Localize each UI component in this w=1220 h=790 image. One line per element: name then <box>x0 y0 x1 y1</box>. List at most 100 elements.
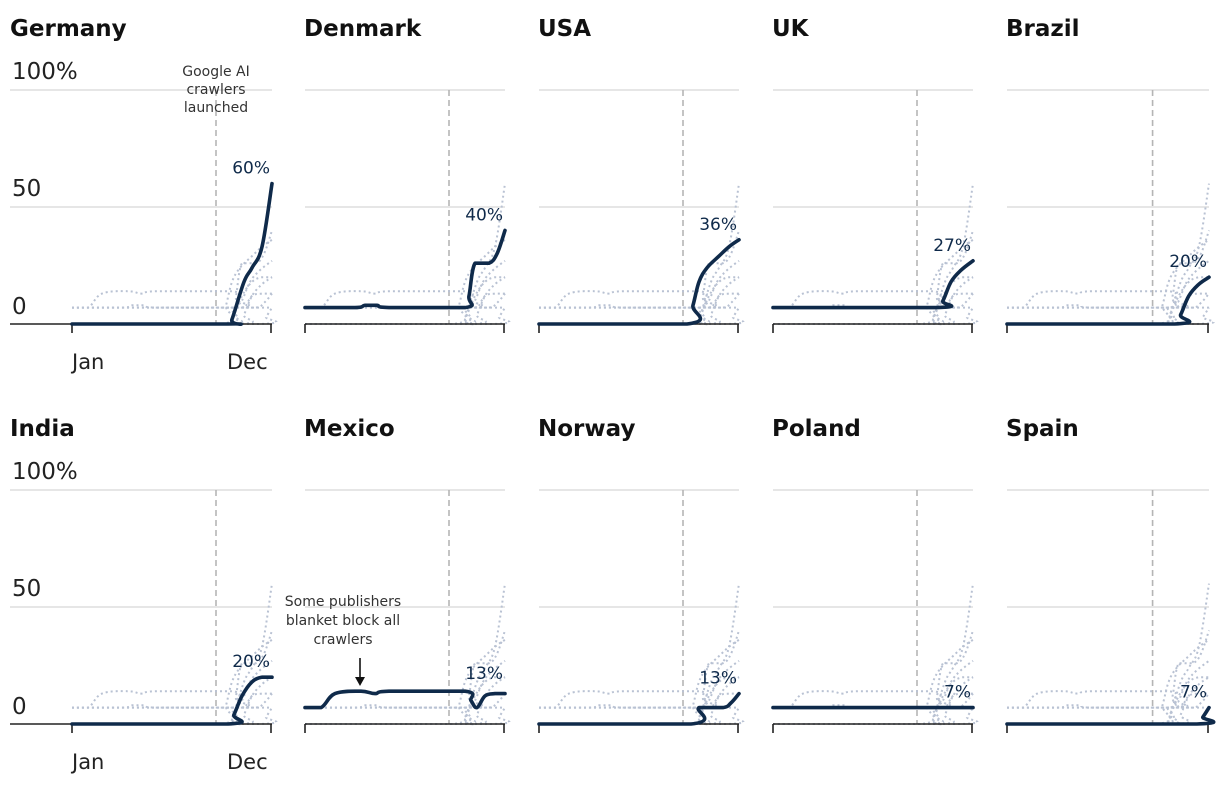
series-line-germany <box>70 181 274 327</box>
panel-denmark: Denmark 40% <box>303 16 511 333</box>
panel-title: UK <box>772 16 810 42</box>
ghost-series-denmark <box>1006 630 1210 709</box>
series-line-india <box>70 675 274 726</box>
panel-usa: USA 36% <box>537 16 745 333</box>
series-line-usa <box>537 238 741 326</box>
ghost-series-germany <box>538 583 740 726</box>
panel-norway: Norway 13% <box>537 416 745 733</box>
end-value-label: 7% <box>1180 683 1207 703</box>
end-value-label: 13% <box>699 669 737 689</box>
ghost-series-spain <box>773 307 979 326</box>
ghost-series-india <box>305 276 505 326</box>
ghost-series-brazil <box>539 276 740 326</box>
xtick-label: Jan <box>70 350 104 374</box>
ghost-series-india <box>772 676 973 726</box>
ghost-series-spain <box>772 707 979 726</box>
panel-uk: UK 27% <box>771 16 979 333</box>
ghost-series-norway <box>539 292 740 326</box>
xtick-label: Jan <box>70 750 104 774</box>
ghost-series-spain <box>72 307 278 326</box>
ghost-series-india <box>538 676 739 726</box>
ytick-label: 50 <box>12 176 41 202</box>
ytick-label: 0 <box>12 294 27 320</box>
ghost-series-uk <box>1007 260 1210 309</box>
annotation-text: Google AI crawlers launched <box>182 64 250 116</box>
annotation-text: Some publishers blanket block all crawlers <box>285 594 401 648</box>
panel-india: India 100% 50 0 Jan Dec 20% <box>10 416 278 774</box>
panel-title: Germany <box>10 16 127 42</box>
end-value-label: 7% <box>944 683 971 703</box>
ghost-series-denmark <box>1007 230 1210 309</box>
ghost-series-mexico <box>1007 290 1209 309</box>
panel-title: Mexico <box>304 416 395 442</box>
panel-germany: Germany 100% 50 0 Jan Dec 60% <box>10 16 278 374</box>
end-value-label: 40% <box>465 205 503 225</box>
panel-title: India <box>10 416 75 442</box>
annotation-arrow-head <box>355 677 365 686</box>
end-value-label: 60% <box>232 159 270 179</box>
ghost-series-usa <box>305 238 506 326</box>
ghost-series-germany <box>1007 183 1210 326</box>
panel-brazil: Brazil 20% <box>1005 16 1215 333</box>
ghost-series-usa <box>1006 638 1210 726</box>
panel-title: Denmark <box>304 16 422 42</box>
ytick-label: 100% <box>12 59 78 85</box>
ghost-series-germany <box>305 183 506 326</box>
ghost-series-brazil <box>71 676 273 726</box>
ytick-label: 0 <box>12 694 27 720</box>
ghost-series-germany <box>772 583 974 726</box>
series-line-mexico <box>303 689 507 710</box>
ghost-series-india <box>773 276 973 326</box>
xtick-label: Dec <box>227 350 268 374</box>
ghost-series-india <box>304 676 505 726</box>
ytick-label: 100% <box>12 459 78 485</box>
panel-title: Spain <box>1006 416 1079 442</box>
ghost-series-uk <box>304 660 506 709</box>
ghost-series-denmark <box>539 230 740 309</box>
ghost-series-norway <box>1007 292 1210 326</box>
ghost-series-india <box>72 276 272 326</box>
ghost-series-spain <box>304 707 511 726</box>
panel-title: USA <box>538 16 591 42</box>
ytick-label: 50 <box>12 576 41 602</box>
ghost-series-spain <box>305 307 511 326</box>
ghost-series-germany <box>304 583 506 726</box>
ghost-series-brazil <box>772 676 974 726</box>
panel-title: Brazil <box>1006 16 1080 42</box>
series-line-denmark <box>303 228 507 310</box>
ghost-series-mexico <box>1006 690 1209 709</box>
end-value-label: 36% <box>699 215 737 235</box>
panel-poland: Poland 7% <box>771 416 979 733</box>
ghost-series-germany <box>539 183 740 326</box>
ghost-series-usa <box>72 238 273 326</box>
xtick-label: Dec <box>227 750 268 774</box>
panel-mexico: Mexico 13% <box>303 416 511 733</box>
series-line-uk <box>771 259 975 310</box>
series-line-norway <box>537 691 741 726</box>
ghost-series-uk <box>772 660 974 709</box>
ghost-series-india <box>539 276 739 326</box>
ghost-series-spain <box>539 307 745 326</box>
series-line-brazil <box>1005 275 1211 326</box>
ghost-series-germany <box>773 183 974 326</box>
ghost-series-uk <box>72 260 273 309</box>
ghost-series-norway <box>1006 692 1210 726</box>
ghost-series-norway <box>72 292 273 326</box>
ghost-series-uk <box>539 260 740 309</box>
panel-spain: Spain 7% <box>1005 416 1216 733</box>
ghost-series-uk <box>1006 660 1210 709</box>
ghost-series-uk <box>71 660 273 709</box>
series-line-spain <box>1005 705 1216 726</box>
ghost-series-spain <box>71 707 278 726</box>
ghost-series-denmark <box>772 630 974 709</box>
ghost-series-germany <box>71 583 273 726</box>
ghost-series-usa <box>772 638 974 726</box>
ghost-series-brazil <box>305 276 506 326</box>
launch-annotation: Google AI crawlers launched <box>182 64 250 116</box>
ghost-series-spain <box>538 707 745 726</box>
panel-title: Norway <box>538 416 635 442</box>
end-value-label: 20% <box>232 652 270 672</box>
end-value-label: 13% <box>465 664 503 684</box>
ghost-series-germany <box>1006 583 1210 726</box>
